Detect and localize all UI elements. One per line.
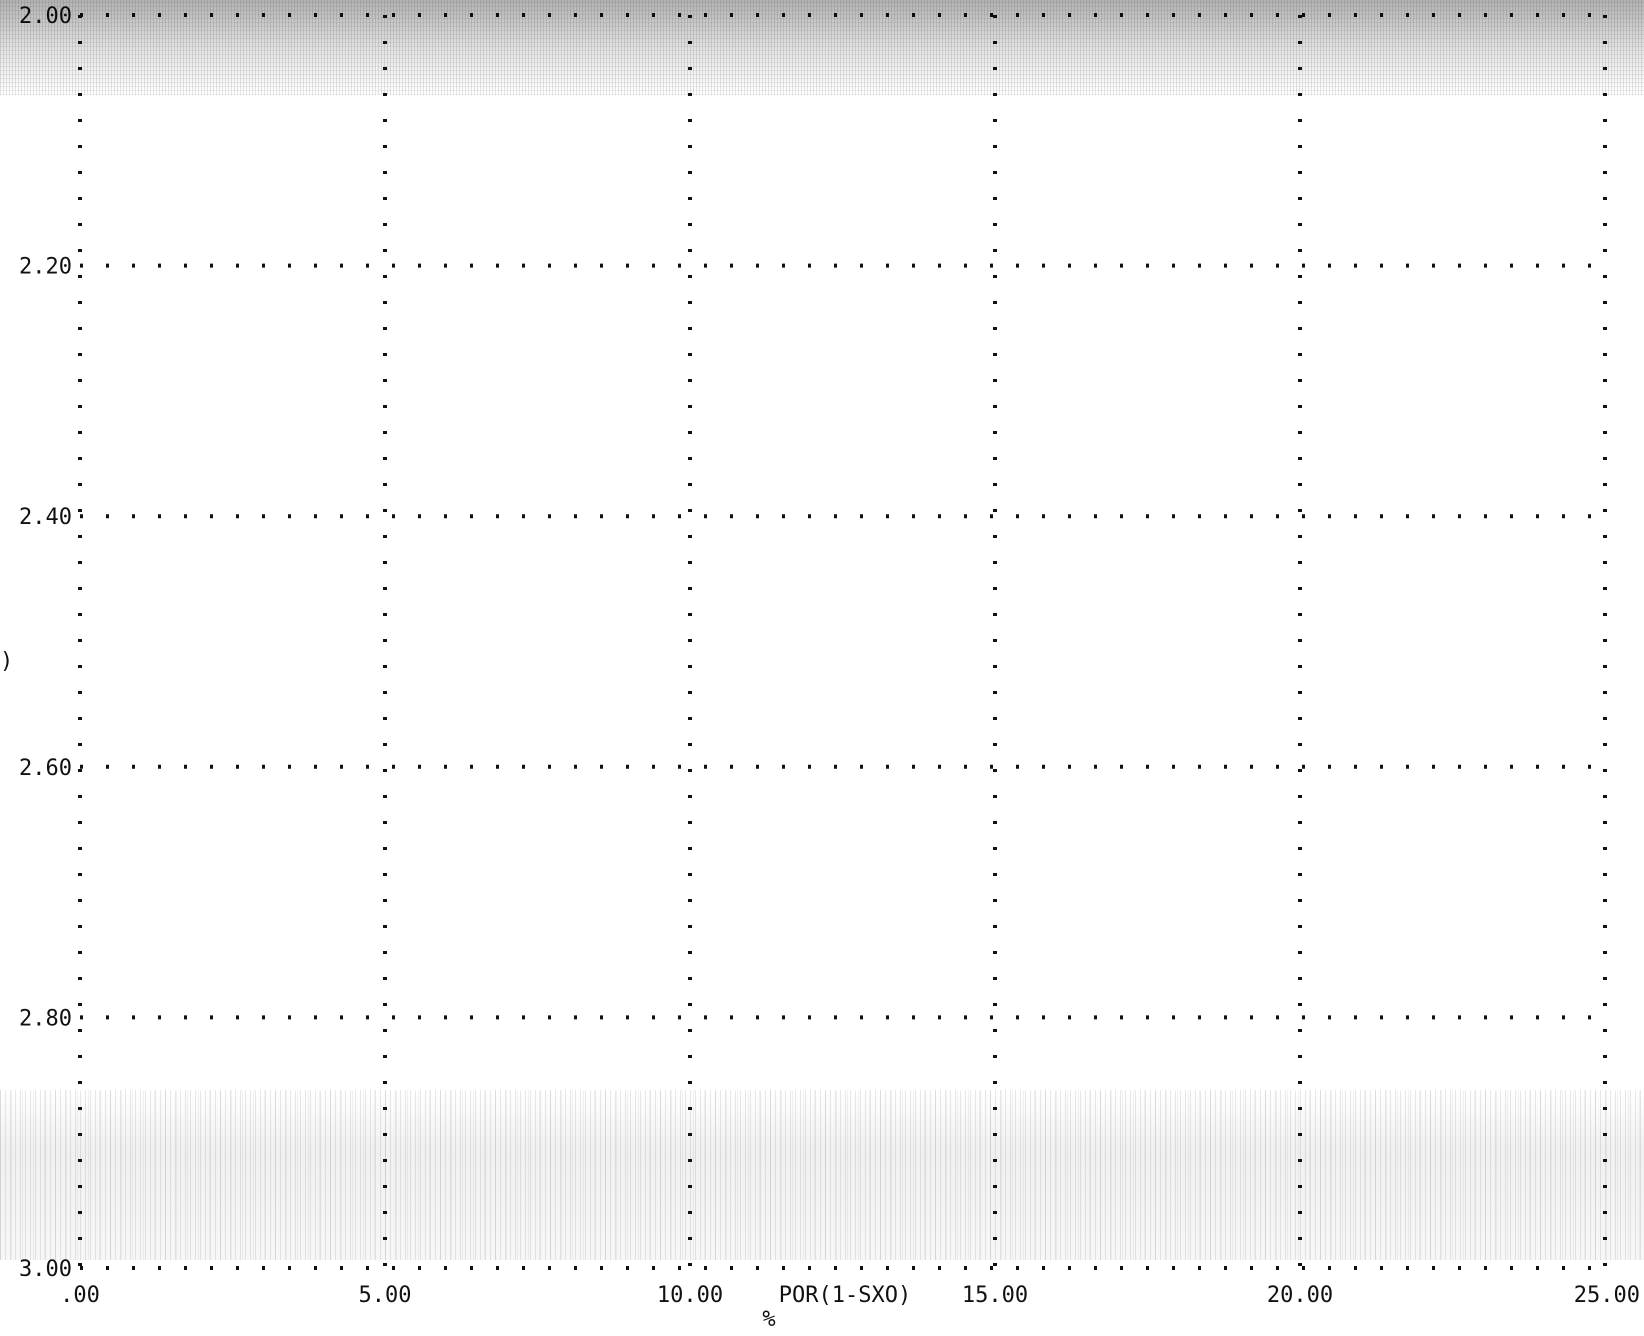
x-tick-label-5: 25.00 [1574,1283,1640,1308]
y-tick-label-2: 2.40 [19,505,72,530]
x-tick-label-2: 10.00 [657,1283,723,1308]
y-tick-label-0: 2.00 [19,4,72,29]
y-tick-label-3: 2.60 [19,756,72,781]
x-axis-title: POR(1-SXO) [779,1283,911,1308]
y-tick-label-1: 2.20 [19,255,72,280]
y-axis-marker: ) [0,649,13,674]
x-tick-label-3: 15.00 [962,1283,1028,1308]
y-tick-label-4: 2.80 [19,1006,72,1031]
x-tick-label-4: 20.00 [1267,1283,1333,1308]
x-tick-label-0: .00 [60,1283,100,1308]
tick-labels: 2.00 2.20 2.40 2.60 2.80 3.00.00 5.00 10.00 15.0… [19,4,1640,1308]
grid-layer [78,13,1607,1270]
x-tick-label-1: 5.00 [359,1283,412,1308]
y-tick-label-5: 3.00 [19,1257,72,1282]
x-axis-unit: % [762,1307,775,1331]
